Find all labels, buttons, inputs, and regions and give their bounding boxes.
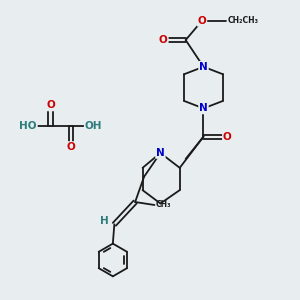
Text: O: O: [67, 142, 76, 152]
Text: O: O: [223, 132, 232, 142]
Text: OH: OH: [85, 121, 102, 131]
Text: O: O: [198, 16, 206, 26]
Text: O: O: [159, 35, 168, 45]
Text: N: N: [156, 148, 165, 158]
Text: CH₂CH₃: CH₂CH₃: [227, 16, 258, 25]
Text: H: H: [100, 216, 108, 226]
Text: N: N: [199, 103, 208, 113]
Text: CH₃: CH₃: [156, 200, 171, 209]
Text: HO: HO: [20, 121, 37, 131]
Text: N: N: [199, 62, 208, 72]
Text: O: O: [46, 100, 55, 110]
